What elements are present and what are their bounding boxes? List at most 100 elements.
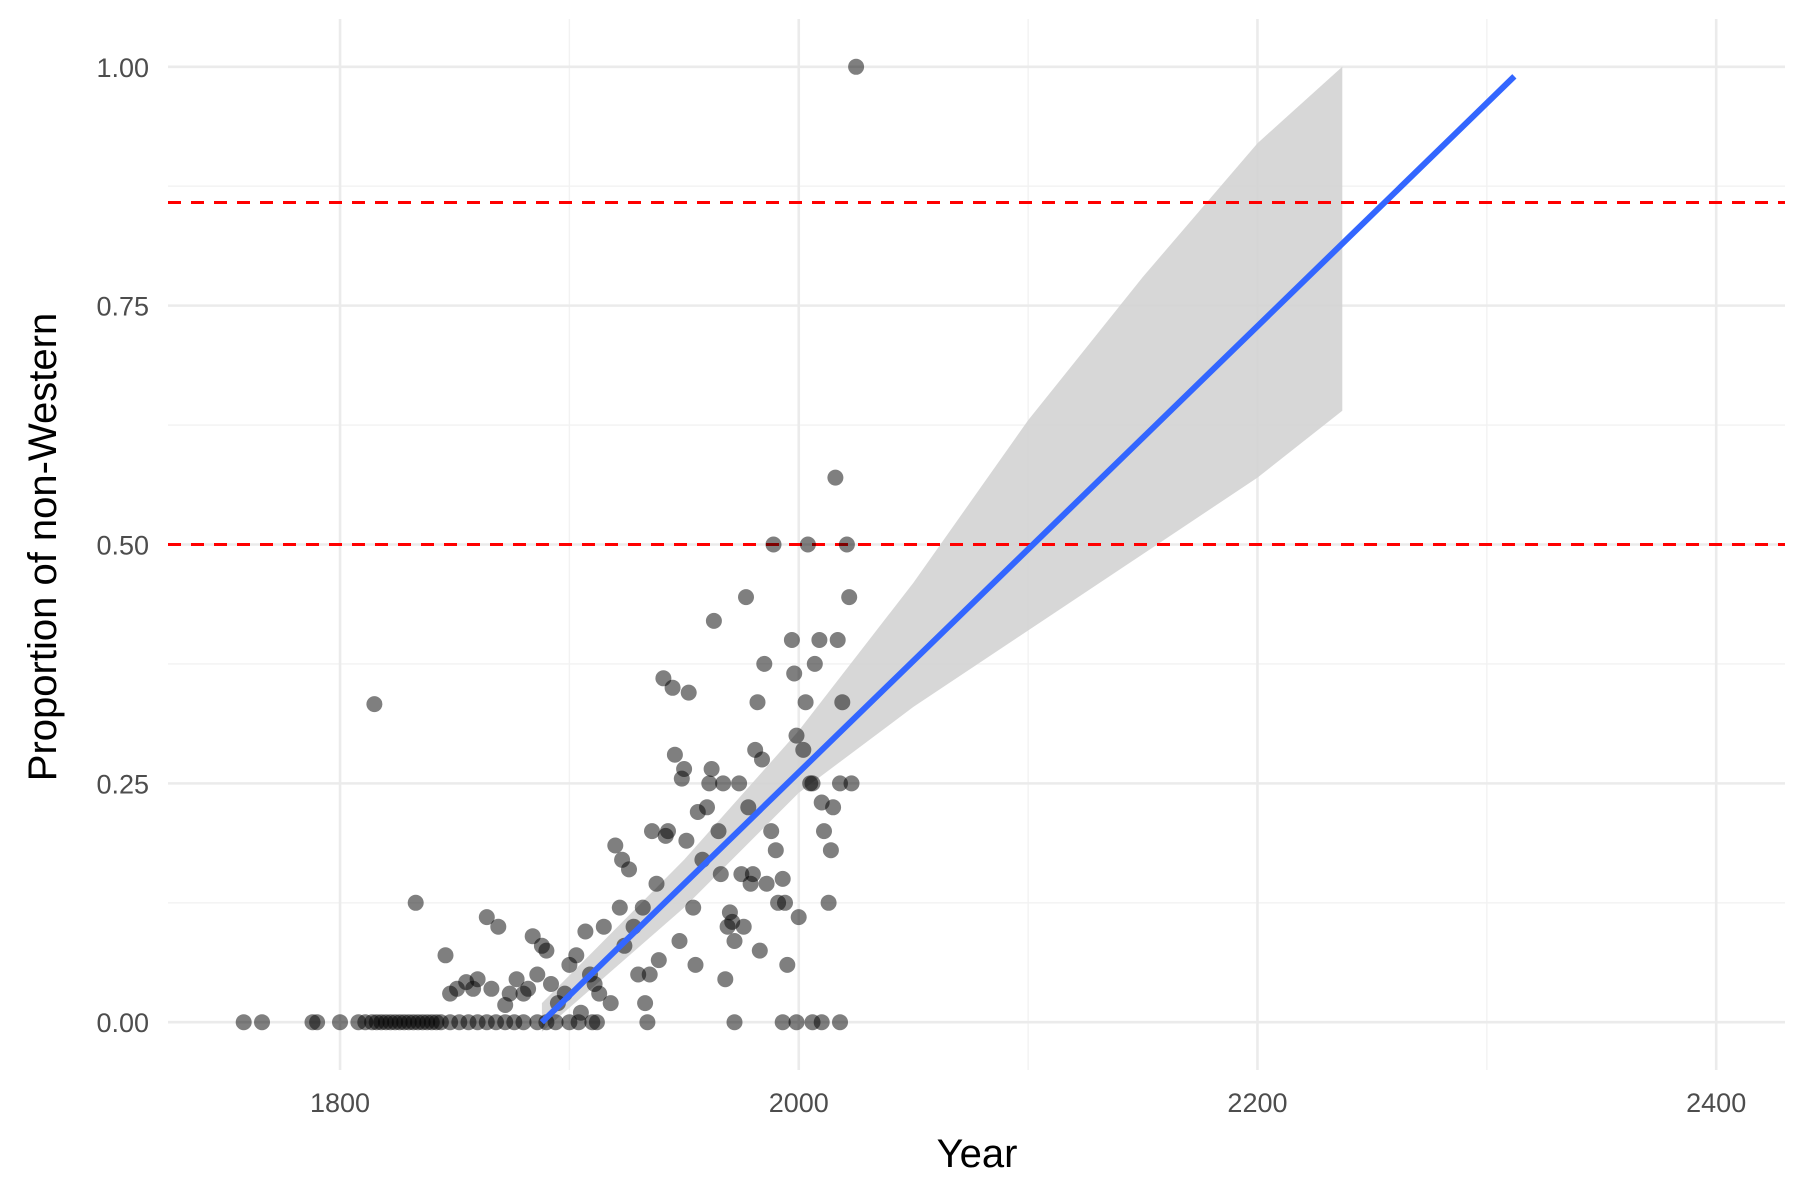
data-point bbox=[641, 966, 658, 983]
data-point bbox=[758, 875, 775, 892]
data-point bbox=[254, 1014, 270, 1031]
data-point bbox=[765, 536, 782, 553]
data-point bbox=[788, 1014, 805, 1031]
data-point bbox=[607, 837, 624, 854]
data-point bbox=[235, 1014, 252, 1031]
data-point bbox=[637, 995, 654, 1012]
data-point bbox=[783, 632, 800, 648]
data-point bbox=[572, 1004, 589, 1021]
data-point bbox=[779, 956, 796, 973]
y-tick-label: 0.00 bbox=[96, 1008, 149, 1038]
data-point bbox=[744, 866, 761, 883]
data-point bbox=[825, 799, 842, 816]
data-point bbox=[827, 469, 844, 486]
data-point bbox=[676, 761, 693, 777]
data-point bbox=[437, 947, 454, 964]
y-tick-label: 0.50 bbox=[96, 531, 149, 561]
data-point bbox=[639, 1014, 656, 1031]
y-tick-label: 0.75 bbox=[96, 292, 149, 322]
y-axis-ticks: 0.00 0.25 0.50 0.75 1.00 bbox=[96, 53, 149, 1038]
data-point bbox=[685, 899, 702, 916]
data-point bbox=[501, 985, 518, 1002]
data-point bbox=[591, 985, 608, 1002]
data-point bbox=[602, 995, 619, 1012]
data-point bbox=[407, 894, 424, 911]
data-point bbox=[703, 761, 720, 777]
data-point bbox=[788, 727, 805, 744]
x-axis-ticks: 1800 2000 2200 2400 bbox=[310, 1088, 1746, 1118]
data-point bbox=[671, 933, 688, 949]
data-point bbox=[838, 536, 855, 553]
data-point bbox=[832, 775, 848, 792]
data-point bbox=[726, 1014, 743, 1031]
data-point bbox=[664, 679, 681, 696]
x-tick-label: 1800 bbox=[310, 1088, 370, 1118]
data-point bbox=[738, 589, 754, 606]
data-point bbox=[797, 694, 814, 711]
data-point bbox=[483, 980, 500, 997]
data-point bbox=[726, 933, 743, 949]
data-point bbox=[740, 799, 757, 816]
data-point bbox=[705, 612, 722, 629]
data-point bbox=[680, 684, 697, 701]
data-point bbox=[820, 894, 837, 911]
data-point bbox=[478, 909, 495, 926]
data-point bbox=[841, 589, 858, 606]
data-point bbox=[731, 775, 748, 792]
data-point bbox=[786, 665, 803, 682]
data-point bbox=[520, 980, 537, 997]
data-point bbox=[469, 971, 486, 988]
y-tick-label: 0.25 bbox=[96, 769, 149, 799]
data-point bbox=[634, 899, 651, 916]
data-point bbox=[774, 1014, 791, 1031]
data-point bbox=[648, 875, 665, 892]
data-points bbox=[235, 58, 865, 1031]
data-point bbox=[806, 655, 823, 672]
data-point bbox=[508, 971, 525, 988]
x-tick-label: 2000 bbox=[769, 1088, 829, 1118]
data-point bbox=[777, 894, 793, 911]
data-point bbox=[490, 918, 507, 935]
data-point bbox=[735, 918, 752, 935]
data-point bbox=[644, 823, 660, 840]
data-point bbox=[799, 536, 816, 553]
x-tick-label: 2200 bbox=[1227, 1088, 1287, 1118]
data-point bbox=[332, 1014, 348, 1031]
confidence-band bbox=[541, 66, 1343, 1032]
data-point bbox=[538, 942, 555, 959]
data-point bbox=[751, 942, 768, 959]
data-point bbox=[832, 1014, 848, 1031]
data-point bbox=[756, 655, 773, 672]
data-point bbox=[829, 632, 846, 648]
data-point bbox=[834, 694, 851, 711]
trend-line bbox=[539, 74, 1517, 1025]
data-point bbox=[543, 976, 559, 992]
y-tick-label: 1.00 bbox=[96, 53, 149, 83]
data-point bbox=[515, 1014, 532, 1031]
data-point bbox=[630, 966, 647, 983]
data-point bbox=[774, 870, 791, 887]
data-point bbox=[715, 775, 732, 792]
data-point bbox=[701, 775, 718, 792]
data-point bbox=[529, 966, 546, 983]
reference-lines bbox=[168, 200, 1785, 546]
data-point bbox=[678, 832, 695, 849]
data-point bbox=[710, 823, 727, 840]
data-point bbox=[763, 823, 780, 840]
data-point bbox=[611, 899, 628, 916]
data-point bbox=[790, 909, 807, 926]
data-point bbox=[816, 823, 832, 840]
data-point bbox=[588, 1014, 605, 1031]
data-point bbox=[754, 751, 770, 768]
data-point bbox=[666, 746, 683, 763]
data-point bbox=[813, 1014, 830, 1031]
data-point bbox=[843, 775, 860, 792]
data-point bbox=[712, 866, 729, 883]
data-point bbox=[795, 741, 812, 758]
data-point bbox=[699, 799, 715, 816]
x-axis-title: Year bbox=[937, 1132, 1018, 1176]
data-point bbox=[848, 58, 865, 75]
data-point bbox=[660, 823, 676, 840]
data-point bbox=[749, 694, 766, 711]
